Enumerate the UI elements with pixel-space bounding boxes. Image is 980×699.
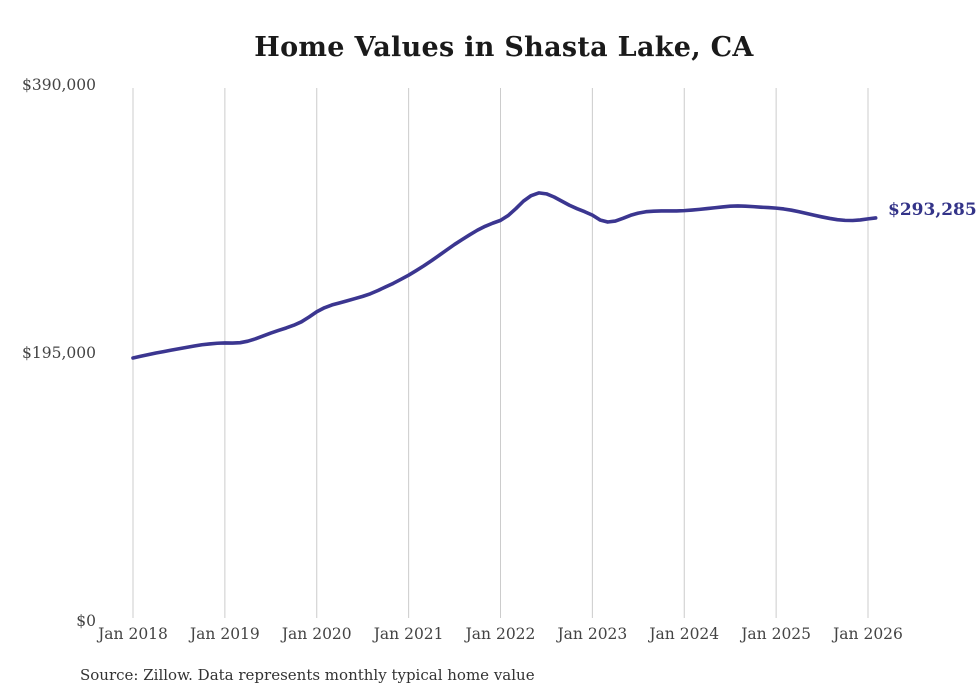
- y-tick-label: $195,000: [22, 344, 96, 362]
- latest-value-label: $293,285: [888, 200, 977, 220]
- chart-title: Home Values in Shasta Lake, CA: [254, 32, 754, 63]
- x-tick-label: Jan 2018: [98, 625, 168, 643]
- x-tick-label: Jan 2021: [373, 625, 444, 643]
- source-note: Source: Zillow. Data represents monthly …: [80, 666, 535, 684]
- y-tick-label: $390,000: [22, 76, 96, 94]
- y-tick-label: $0: [76, 612, 96, 630]
- home-value-line: [131, 191, 878, 360]
- x-tick-label: Jan 2019: [189, 625, 260, 643]
- x-tick-label: Jan 2022: [465, 625, 536, 643]
- x-tick-label: Jan 2023: [557, 625, 628, 643]
- x-tick-label: Jan 2024: [649, 625, 720, 643]
- x-tick-label: Jan 2026: [833, 625, 903, 643]
- x-tick-label: Jan 2020: [281, 625, 352, 643]
- x-tick-label: Jan 2025: [741, 625, 812, 643]
